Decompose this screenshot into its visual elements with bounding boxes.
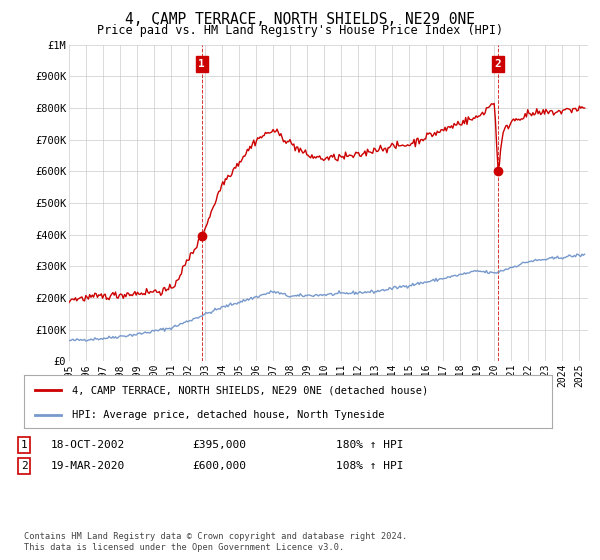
Text: HPI: Average price, detached house, North Tyneside: HPI: Average price, detached house, Nort… [71, 410, 384, 420]
Text: £600,000: £600,000 [192, 461, 246, 471]
Text: This data is licensed under the Open Government Licence v3.0.: This data is licensed under the Open Gov… [24, 543, 344, 552]
Text: 19-MAR-2020: 19-MAR-2020 [51, 461, 125, 471]
Text: 180% ↑ HPI: 180% ↑ HPI [336, 440, 404, 450]
Text: Contains HM Land Registry data © Crown copyright and database right 2024.: Contains HM Land Registry data © Crown c… [24, 532, 407, 541]
Text: 2: 2 [20, 461, 28, 471]
Text: £395,000: £395,000 [192, 440, 246, 450]
Text: 1: 1 [199, 59, 205, 69]
Text: 4, CAMP TERRACE, NORTH SHIELDS, NE29 0NE (detached house): 4, CAMP TERRACE, NORTH SHIELDS, NE29 0NE… [71, 385, 428, 395]
Text: 18-OCT-2002: 18-OCT-2002 [51, 440, 125, 450]
Text: Price paid vs. HM Land Registry's House Price Index (HPI): Price paid vs. HM Land Registry's House … [97, 24, 503, 37]
Text: 2: 2 [495, 59, 502, 69]
Text: 1: 1 [20, 440, 28, 450]
Text: 108% ↑ HPI: 108% ↑ HPI [336, 461, 404, 471]
Text: 4, CAMP TERRACE, NORTH SHIELDS, NE29 0NE: 4, CAMP TERRACE, NORTH SHIELDS, NE29 0NE [125, 12, 475, 27]
